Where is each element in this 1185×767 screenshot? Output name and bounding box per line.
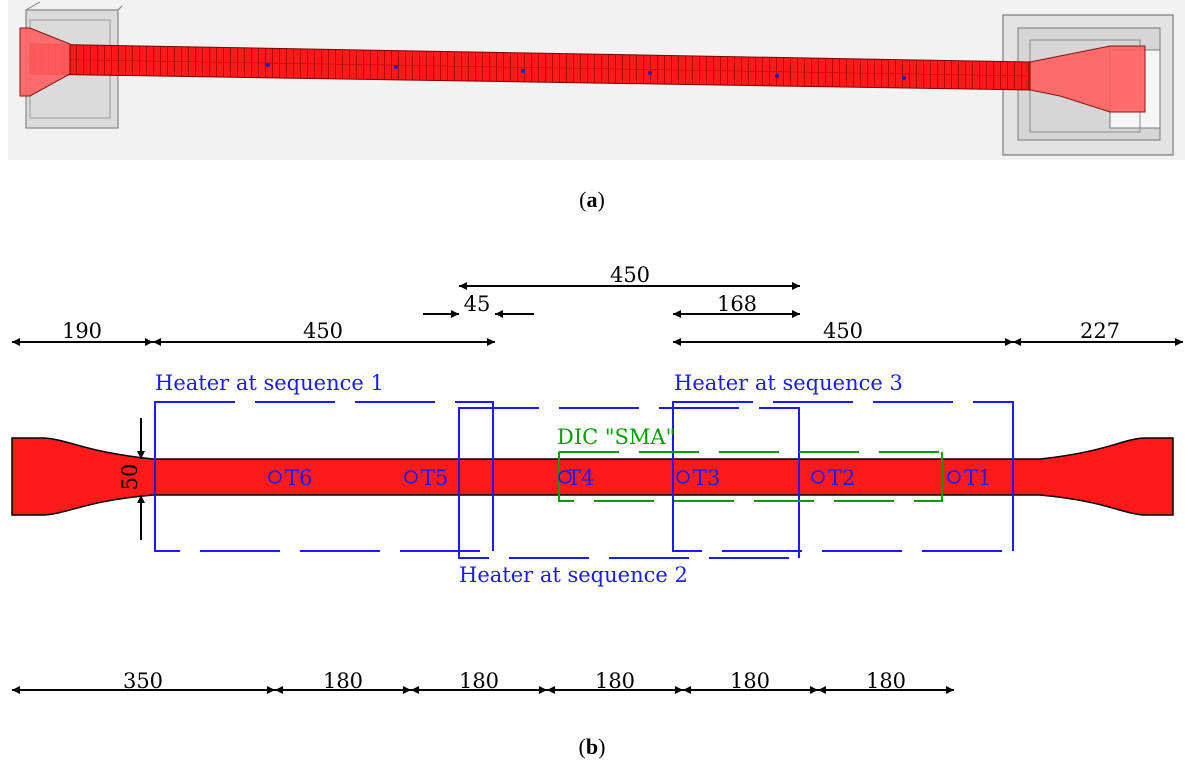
dim-label-450-right: 450 [823,319,863,343]
dim-label-180-1: 180 [323,669,363,693]
dim-label-180-3: 180 [595,669,635,693]
dim-label-180-4: 180 [730,669,770,693]
dim-label-180-2: 180 [459,669,499,693]
svg-text:T6: T6 [285,466,312,490]
svg-text:T1: T1 [964,466,991,490]
sensor-t2: T2 [811,466,855,490]
sensor-t3: T3 [676,466,720,490]
dim-label-180-5: 180 [866,669,906,693]
svg-text:T4: T4 [567,466,594,490]
svg-text:T3: T3 [693,466,720,490]
dim-label-450-left: 450 [303,319,343,343]
sensor-t6: T6 [268,466,312,490]
svg-text:T2: T2 [828,466,855,490]
heater-seq3-label: Heater at sequence 3 [674,371,903,395]
caption-a: (a) [579,187,605,212]
svg-text:T5: T5 [421,466,448,490]
dim-label-168: 168 [717,292,757,316]
dim-label-45: 45 [464,292,491,316]
dim-label-190: 190 [62,319,102,343]
specimen-dogbone [11,437,1174,516]
heater-seq2-label: Heater at sequence 2 [459,563,688,587]
dim-label-50: 50 [118,464,142,491]
sensor-t1: T1 [947,466,991,490]
caption-b: (b) [579,734,606,759]
specimen-left-tab [19,27,71,97]
heater-seq1-label: Heater at sequence 1 [155,371,384,395]
dim-label-450-top: 450 [610,263,650,287]
panel-a-fe-model [8,0,1185,160]
dim-label-350: 350 [123,669,163,693]
sensor-t4: T4 [558,466,594,490]
dic-label: DIC "SMA" [557,425,675,449]
dim-label-227: 227 [1080,319,1120,343]
fe-sensor-dots [265,62,907,81]
specimen-right-tab [1029,45,1146,113]
sensor-t5: T5 [404,466,448,490]
top-dimensions [12,282,1183,346]
